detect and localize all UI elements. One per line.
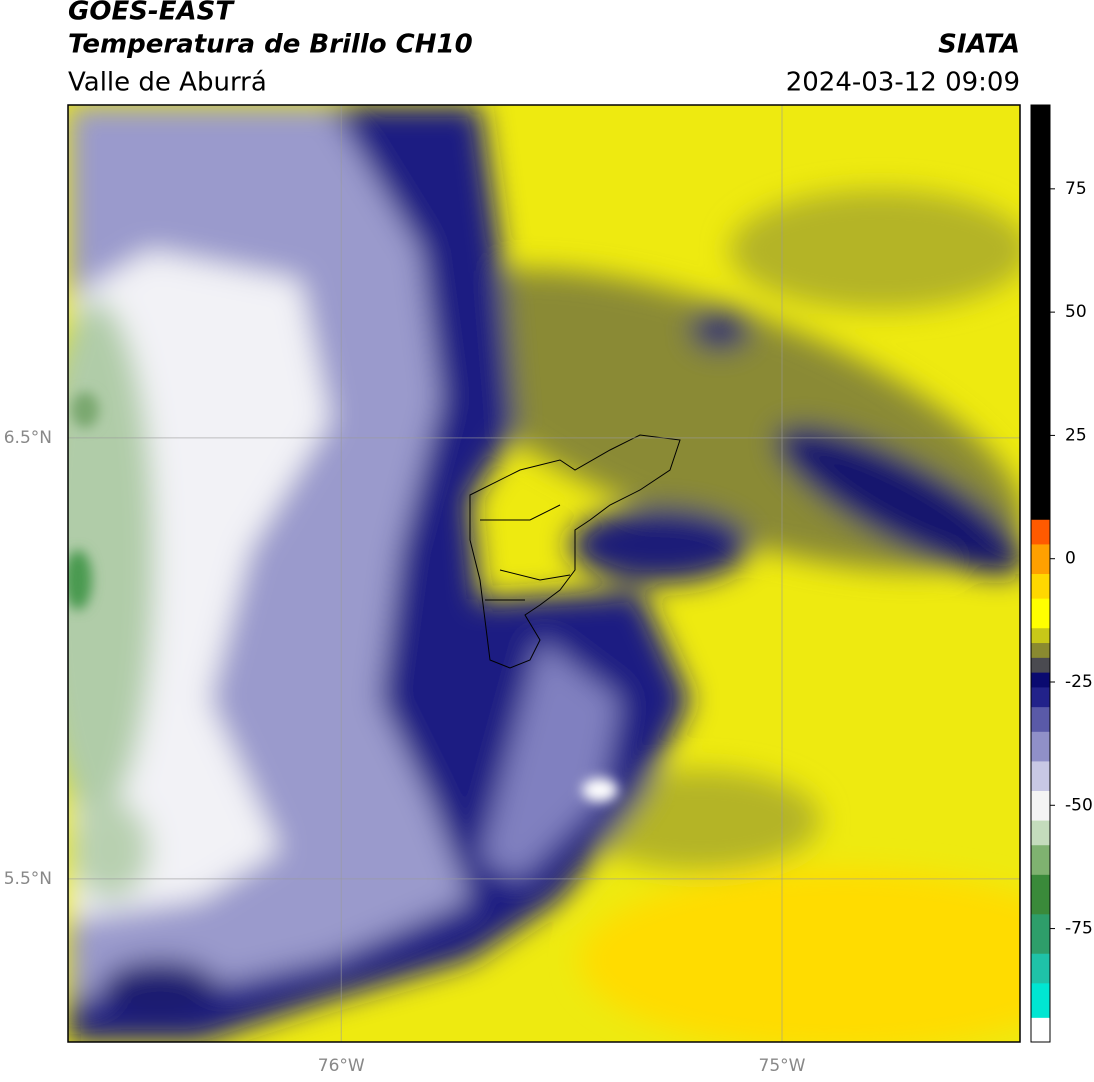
colorbar-tick-label: -25	[1065, 672, 1093, 692]
colorbar-segment	[1031, 760, 1050, 791]
colorbar-segment	[1031, 953, 1050, 984]
colorbar-tick-label: 25	[1065, 425, 1087, 445]
map-frame	[67, 104, 1021, 1043]
product-title: Temperatura de Brillo CH10	[68, 30, 473, 60]
y-tick-label: 6.5°N	[4, 428, 52, 448]
colorbar-segment	[1031, 573, 1050, 599]
colorbar-segment	[1031, 790, 1050, 821]
y-tick-label: 5.5°N	[4, 869, 52, 889]
colorbar-segment	[1031, 657, 1050, 673]
colorbar-frame	[1030, 104, 1051, 1043]
colorbar-tick-label: 75	[1065, 179, 1087, 199]
datetime: 2024-03-12 09:09	[786, 68, 1020, 98]
colorbar-segment	[1031, 686, 1050, 708]
x-tick-label: 75°W	[759, 1056, 806, 1076]
colorbar-tick-label: 50	[1065, 302, 1087, 322]
colorbar-tick-label: 0	[1065, 549, 1076, 569]
colorbar-segment	[1031, 982, 1050, 1018]
x-tick-label: 76°W	[318, 1056, 365, 1076]
colorbar-segment	[1031, 543, 1050, 574]
colorbar-segment	[1031, 105, 1050, 520]
agency-title: SIATA	[938, 30, 1020, 60]
colorbar-segment	[1031, 913, 1050, 954]
colorbar-segment	[1031, 627, 1050, 644]
colorbar-segment	[1031, 672, 1050, 688]
satellite-title: GOES-EAST	[68, 0, 235, 27]
colorbar-tick-label: -75	[1065, 919, 1093, 939]
colorbar-segment	[1031, 844, 1050, 875]
satellite-image	[68, 105, 1020, 1042]
colorbar-segment	[1031, 642, 1050, 658]
colorbar-segment	[1031, 519, 1050, 545]
colorbar-segment	[1031, 1017, 1050, 1043]
colorbar-segment	[1031, 874, 1050, 915]
municipal-boundaries	[469, 434, 681, 669]
colorbar-segment	[1031, 706, 1050, 732]
colorbar-tick-label: -50	[1065, 795, 1093, 815]
colorbar-segment	[1031, 820, 1050, 846]
colorbar-segment	[1031, 731, 1050, 762]
colorbar-segment	[1031, 598, 1050, 629]
region-title: Valle de Aburrá	[68, 68, 267, 98]
